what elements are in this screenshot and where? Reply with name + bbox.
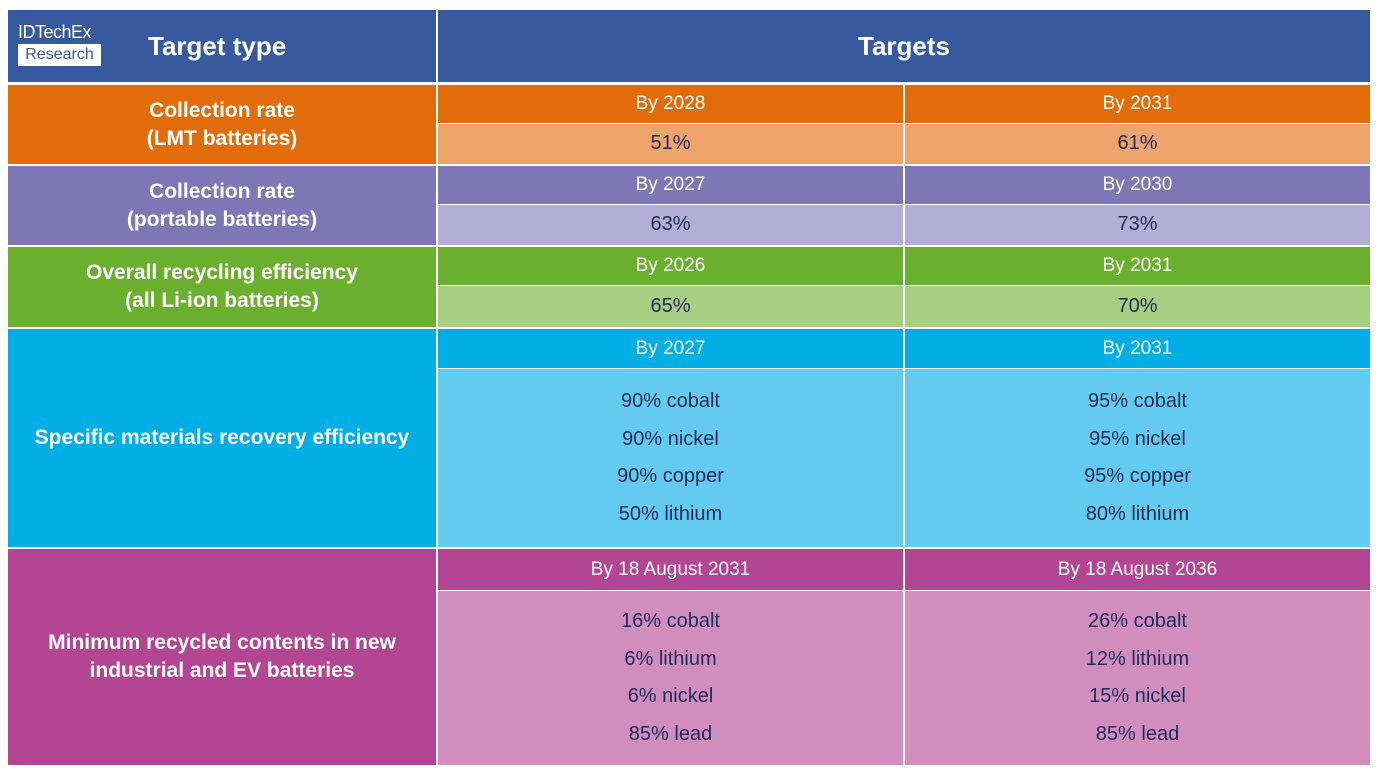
deadline-cell: By 18 August 2036 bbox=[905, 549, 1370, 590]
deadline-text: By 18 August 2036 bbox=[1057, 558, 1218, 580]
deadline-text: By 2028 bbox=[635, 93, 706, 114]
target-type-text: (LMT batteries) bbox=[146, 126, 298, 150]
target-type-text: (portable batteries) bbox=[126, 207, 318, 231]
logo-text: IDTechEx bbox=[18, 22, 92, 42]
target-type-text: Collection rate bbox=[149, 98, 295, 122]
target-cell: 16% cobalt 6% lithium 6% nickel 85% lead bbox=[438, 591, 903, 765]
target-cell: 61% bbox=[905, 124, 1370, 164]
target-type-text: Collection rate bbox=[149, 179, 295, 203]
deadline-cell: By 2026 bbox=[438, 247, 903, 285]
header-cell: Targets bbox=[438, 10, 1370, 82]
target-type-cell: Collection rate (portable batteries) bbox=[8, 166, 436, 245]
deadline-cell: By 2031 bbox=[905, 329, 1370, 368]
logo-badge: Research bbox=[18, 44, 101, 66]
deadline-cell: By 2030 bbox=[905, 166, 1370, 204]
deadline-cell: By 2028 bbox=[438, 85, 903, 123]
target-text: 70% bbox=[1117, 294, 1158, 317]
target-text: 6% lithium bbox=[624, 647, 717, 670]
target-type-text: Specific materials recovery efficiency bbox=[34, 426, 410, 449]
target-text: 85% lead bbox=[1095, 722, 1180, 745]
target-cell: 65% bbox=[438, 286, 903, 327]
target-cell: 70% bbox=[905, 286, 1370, 327]
target-type-cell: Overall recycling efficiency (all Li-ion … bbox=[8, 247, 436, 327]
deadline-text: By 2027 bbox=[635, 337, 706, 359]
deadline-cell: By 2027 bbox=[438, 166, 903, 204]
target-cell: 63% bbox=[438, 205, 903, 245]
target-text: 95% cobalt bbox=[1088, 390, 1187, 412]
target-text: 65% bbox=[650, 294, 691, 317]
deadline-text: By 2027 bbox=[635, 174, 706, 195]
deadline-text: By 2026 bbox=[635, 255, 706, 276]
target-cell: 51% bbox=[438, 124, 903, 164]
target-text: 63% bbox=[650, 213, 691, 236]
deadline-cell: By 2027 bbox=[438, 329, 903, 368]
target-text: 90% copper bbox=[617, 465, 724, 487]
header-text: Target type bbox=[148, 30, 287, 61]
target-text: 16% cobalt bbox=[621, 610, 720, 632]
target-type-cell: Minimum recycled contents in new industri… bbox=[8, 549, 436, 765]
target-text: 80% lithium bbox=[1085, 502, 1190, 525]
target-cell: 26% cobalt 12% lithium 15% nickel 85% lead bbox=[905, 591, 1370, 765]
target-cell: 90% cobalt 90% nickel 90% copper 50% lithiu… bbox=[438, 369, 903, 547]
header-text: Targets bbox=[858, 30, 950, 61]
target-type-text: (all Li-ion batteries) bbox=[125, 289, 319, 312]
target-text: 73% bbox=[1117, 213, 1158, 236]
deadline-text: By 2031 bbox=[1102, 337, 1173, 359]
target-type-text: industrial and EV batteries bbox=[89, 659, 355, 682]
target-text: 50% lithium bbox=[618, 502, 723, 525]
target-text: 51% bbox=[650, 132, 691, 155]
target-type-text: Overall recycling efficiency bbox=[86, 261, 358, 284]
target-text: 85% lead bbox=[628, 722, 713, 745]
target-text: 15% nickel bbox=[1089, 685, 1186, 707]
target-text: 90% cobalt bbox=[621, 390, 720, 412]
deadline-cell: By 2031 bbox=[905, 85, 1370, 123]
deadline-text: By 2031 bbox=[1102, 255, 1173, 276]
target-cell: 95% cobalt 95% nickel 95% copper 80% lithiu… bbox=[905, 369, 1370, 547]
target-type-cell: Specific materials recovery efficiency bbox=[8, 329, 436, 547]
deadline-text: By 18 August 2031 bbox=[590, 558, 751, 580]
target-text: 26% cobalt bbox=[1088, 610, 1187, 632]
target-text: 95% copper bbox=[1084, 465, 1191, 487]
target-type-text: Minimum recycled contents in new bbox=[48, 631, 396, 654]
deadline-cell: By 2031 bbox=[905, 247, 1370, 285]
target-text: 61% bbox=[1117, 132, 1158, 155]
target-text: 6% nickel bbox=[627, 685, 714, 707]
target-text: 90% nickel bbox=[622, 427, 719, 450]
deadline-text: By 2031 bbox=[1102, 93, 1173, 114]
deadline-text: By 2030 bbox=[1102, 174, 1173, 195]
target-text: 12% lithium bbox=[1085, 647, 1190, 670]
target-text: 95% nickel bbox=[1089, 427, 1186, 450]
target-cell: 73% bbox=[905, 205, 1370, 245]
deadline-cell: By 18 August 2031 bbox=[438, 549, 903, 590]
target-type-cell: Collection rate (LMT batteries) bbox=[8, 85, 436, 164]
